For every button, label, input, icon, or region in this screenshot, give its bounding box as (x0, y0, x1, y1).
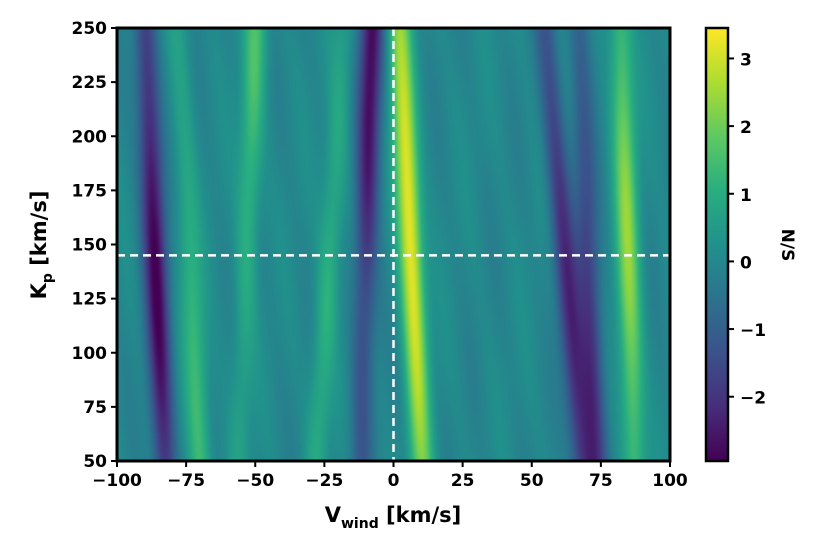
y-axis-label-sub: p (40, 273, 56, 283)
x-axis-label-sub: wind (341, 516, 379, 532)
y-tick-label: 225 (72, 73, 108, 93)
x-axis-ticks: −100 −75 −50 −25 0 25 50 75 100 (92, 461, 688, 491)
colorbar-ticks: −2 −1 0 1 2 3 (728, 50, 766, 409)
colorbar-tick-label: 3 (740, 50, 752, 70)
colorbar-label: N/S (777, 229, 797, 262)
y-tick-label: 100 (72, 344, 108, 364)
y-tick-label: 250 (72, 19, 108, 39)
colorbar-tick-label: 1 (740, 186, 752, 206)
y-axis-label-main: K (27, 282, 51, 299)
x-tick-label: 75 (589, 471, 613, 491)
colorbar-tick-label: −2 (740, 389, 766, 409)
y-tick-label: 50 (83, 452, 107, 472)
y-axis-label: Kp [km/s] (27, 191, 56, 300)
y-tick-label: 175 (72, 181, 108, 201)
colorbar-gradient (706, 28, 728, 461)
x-tick-label: −75 (167, 471, 205, 491)
x-tick-label: 100 (652, 471, 688, 491)
colorbar-frame (704, 26, 730, 463)
colorbar-tick-label: 0 (740, 253, 752, 273)
x-axis-label-main: V (325, 503, 342, 527)
x-tick-label: −100 (92, 471, 142, 491)
y-tick-label: 125 (72, 290, 108, 310)
x-axis-label: Vwind [km/s] (325, 503, 462, 532)
y-axis-label-unit: [km/s] (27, 191, 51, 274)
y-tick-label: 150 (72, 236, 108, 256)
colorbar-tick-label: −1 (740, 321, 766, 341)
x-tick-label: 25 (451, 471, 475, 491)
x-tick-label: 0 (388, 471, 400, 491)
x-tick-label: −25 (305, 471, 343, 491)
colorbar-tick-label: 2 (740, 118, 752, 138)
x-tick-label: −50 (236, 471, 274, 491)
x-axis-label-unit: [km/s] (379, 503, 462, 527)
y-tick-label: 75 (83, 398, 107, 418)
x-tick-label: 50 (520, 471, 544, 491)
y-tick-label: 200 (72, 127, 108, 147)
y-axis-ticks: 50 75 100 125 150 175 200 225 250 (72, 19, 117, 472)
